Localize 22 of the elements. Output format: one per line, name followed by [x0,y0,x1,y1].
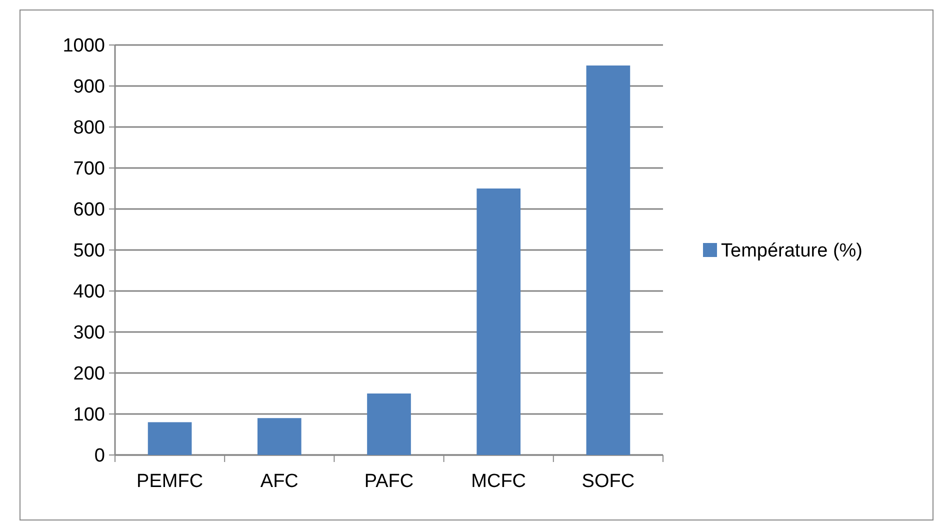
y-tick-label: 0 [94,446,105,467]
y-tick-label: 400 [73,282,105,303]
legend-label: Température (%) [721,240,862,262]
x-tick-label: AFC [260,471,298,492]
bar [476,188,521,455]
y-tick-label: 500 [73,240,105,262]
bar [257,418,302,455]
y-tick-label: 300 [73,322,105,344]
y-tick-label: 700 [73,158,105,180]
y-tick-label: 600 [73,200,105,221]
y-tick-label: 200 [73,364,105,385]
bar [148,422,192,455]
bar [586,66,630,455]
x-tick-label: PAFC [364,471,414,492]
x-tick-label: PEMFC [136,471,204,492]
x-tick-label: SOFC [582,471,635,492]
y-tick-label: 1000 [62,36,105,57]
bar [367,394,411,455]
y-tick-label: 800 [73,118,105,139]
x-tick-label: MCFC [471,471,526,492]
y-tick-label: 900 [73,76,105,98]
y-tick-label: 100 [73,404,105,426]
